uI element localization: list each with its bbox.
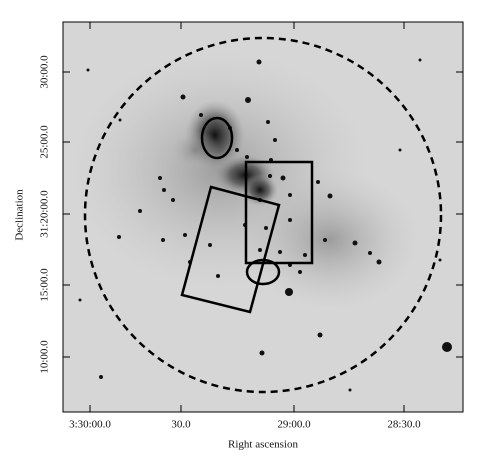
source (264, 226, 268, 230)
source (158, 176, 162, 180)
source (208, 243, 212, 247)
y-axis-label: Declination (14, 189, 26, 241)
source (323, 238, 327, 242)
y-tick-label: 30:00.0 (39, 55, 51, 89)
source (161, 238, 165, 242)
source (398, 148, 402, 152)
source (99, 375, 103, 379)
source (256, 59, 262, 65)
x-tick-label: 29:00.0 (277, 419, 311, 431)
source (118, 118, 122, 122)
y-tick-label: 25:00.0 (39, 125, 51, 159)
source (278, 250, 282, 254)
source (171, 198, 175, 202)
ticks (63, 22, 463, 412)
field-box (244, 160, 314, 265)
source (303, 253, 307, 257)
overlays (83, 36, 443, 394)
y-tick-label: 31:20:00.0 (39, 190, 51, 238)
x-tick-label: 3:30:00.0 (69, 419, 111, 431)
source (288, 218, 292, 222)
source (280, 175, 286, 181)
plot-frame (62, 21, 464, 413)
source (78, 298, 82, 302)
source (298, 270, 302, 274)
source (348, 388, 352, 392)
source (273, 138, 277, 142)
source (235, 148, 239, 152)
source (245, 97, 251, 103)
source (285, 288, 293, 296)
source (259, 350, 265, 356)
source (438, 258, 442, 262)
x-tick-label: 30.0 (171, 419, 191, 431)
source (317, 332, 323, 338)
source (268, 174, 272, 178)
source (288, 193, 292, 197)
source (199, 113, 203, 117)
source (180, 94, 186, 100)
x-tick-label: 28:30.0 (387, 419, 421, 431)
field-circle (83, 36, 443, 394)
x-axis-label: Right ascension (228, 439, 298, 451)
source (368, 251, 372, 255)
region-ellipse (200, 116, 234, 160)
source (266, 120, 270, 124)
sky-image (63, 22, 463, 412)
source (183, 233, 187, 237)
y-tick-label: 15:00.0 (39, 268, 51, 302)
source (245, 155, 249, 159)
field-box (180, 185, 281, 314)
source (442, 342, 452, 352)
source (316, 180, 320, 184)
source (138, 209, 142, 213)
source (216, 274, 220, 278)
source (352, 240, 358, 246)
source (376, 259, 382, 265)
source (327, 193, 333, 199)
region-ellipse (245, 258, 281, 286)
source (162, 188, 166, 192)
source (86, 68, 90, 72)
y-tick-label: 10:00.0 (39, 340, 51, 374)
source (418, 58, 422, 62)
source (117, 235, 121, 239)
source (258, 248, 262, 252)
